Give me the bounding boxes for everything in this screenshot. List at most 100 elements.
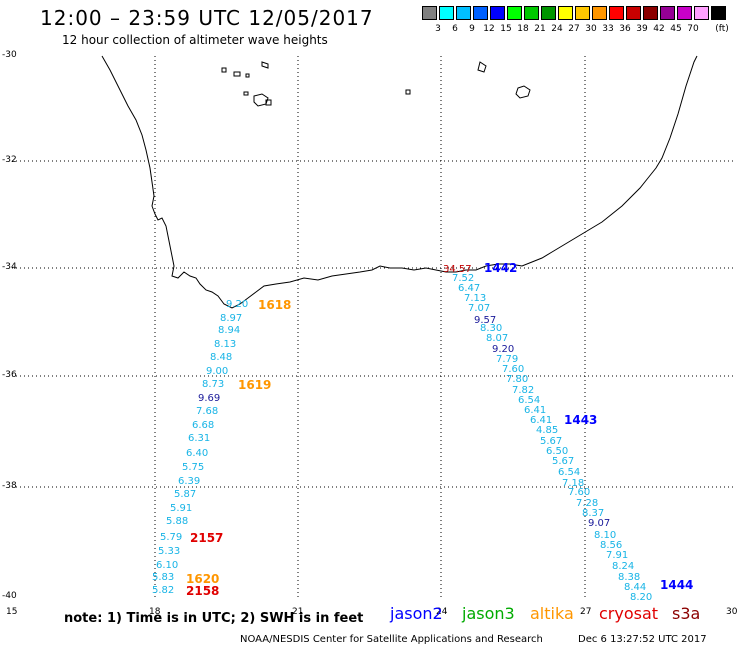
legend-label: 3 [435,24,441,34]
wave-height-value: 6.41 [524,405,546,416]
wave-height-value: 5.82 [152,585,174,596]
legend-swatch [507,6,522,20]
legend-label: 27 [568,24,580,34]
wave-height-value: 9.07 [588,518,610,529]
legend-swatch [711,6,726,20]
map-grid [12,56,735,600]
lat-label: -36 [2,370,17,380]
wave-height-value: 5.67 [552,456,574,467]
legend-swatch [456,6,471,20]
legend-label: 6 [452,24,458,34]
wave-height-value: 5.87 [174,489,196,500]
credit-text: NOAA/NESDIS Center for Satellite Applica… [240,634,543,645]
legend-label: 42 [653,24,665,34]
wave-height-value: 7.13 [464,293,486,304]
legend-swatch [677,6,692,20]
wave-height-value: 7.82 [512,385,534,396]
legend-swatch [694,6,709,20]
wave-height-value: 8.44 [624,582,646,593]
wave-height-value: 6.54 [518,395,540,406]
wave-height-value: 5.88 [166,516,188,527]
wave-height-value: 5.33 [158,546,180,557]
legend-label: 30 [585,24,597,34]
wave-height-value: 4.85 [536,425,558,436]
pass-time-label: 1618 [258,298,291,312]
legend-swatch [626,6,641,20]
wave-height-value: 8.56 [600,540,622,551]
lat-label: -32 [2,155,17,165]
wave-height-value: 5.67 [540,436,562,447]
wave-height-value: 34.57 [443,264,472,275]
satellite-name: jason3 [462,604,515,623]
legend-label: 24 [551,24,563,34]
lat-label: -40 [2,591,17,601]
pass-time-label: 2158 [186,584,219,598]
lon-label: 27 [580,607,591,617]
legend-swatch [524,6,539,20]
wave-height-value: 8.24 [612,561,634,572]
wave-height-value: 7.07 [468,303,490,314]
wave-height-value: 7.52 [452,273,474,284]
wave-height-value: 6.39 [178,476,200,487]
wave-height-value: 7.91 [606,550,628,561]
legend-label: 15 [500,24,512,34]
pass-time-label: 1444 [660,578,693,592]
legend-label: 12 [483,24,495,34]
wave-height-value: 9.00 [206,366,228,377]
wave-height-value: 7.28 [576,498,598,509]
wave-height-value: 5.79 [160,532,182,543]
wave-height-value: 9.20 [226,299,248,310]
wave-height-value: 6.10 [156,560,178,571]
legend-swatch [592,6,607,20]
wave-height-value: 8.48 [210,352,232,363]
crozet-islands [405,61,531,99]
wave-height-value: 8.73 [202,379,224,390]
wave-height-value: 6.47 [458,283,480,294]
wave-height-value: 9.57 [474,315,496,326]
timestamp: Dec 6 13:27:52 UTC 2017 [578,634,707,645]
legend-label: 9 [469,24,475,34]
legend-swatch [660,6,675,20]
wave-height-value: 8.07 [486,333,508,344]
wave-height-value: 7.60 [502,364,524,375]
pass-time-label: 1442 [484,261,517,275]
legend-swatch [541,6,556,20]
wave-height-value: 8.37 [582,508,604,519]
legend-unit: (ft) [715,24,729,34]
wave-height-value: 8.38 [618,572,640,583]
wave-height-value: 8.97 [220,313,242,324]
wave-height-value: 8.10 [594,530,616,541]
wave-height-value: 5.83 [152,572,174,583]
pass-time-label: 2157 [190,531,223,545]
wave-height-value: 8.30 [480,323,502,334]
satellite-name: altika [530,604,574,623]
lat-label: -34 [2,262,17,272]
marion-islands [221,61,272,107]
lon-label: 21 [292,607,303,617]
legend-label: 39 [636,24,648,34]
lat-label: -30 [2,50,17,60]
pass-time-label: 1620 [186,572,219,586]
lon-label: 30 [726,607,738,617]
lat-label: -38 [2,481,17,491]
wave-height-value: 6.54 [558,467,580,478]
legend-swatch [439,6,454,20]
wave-height-value: 6.50 [546,446,568,457]
wave-height-value: 7.68 [196,406,218,417]
legend-swatch [473,6,488,20]
wave-height-value: 8.94 [218,325,240,336]
lon-label: 18 [149,607,161,617]
wave-height-value: 9.69 [198,393,220,404]
lon-label: 15 [6,607,17,617]
wave-height-value: 8.13 [214,339,236,350]
wave-height-value: 7.80 [506,374,528,385]
africa-coastline [101,55,698,309]
wave-height-value: 5.91 [170,503,192,514]
satellite-name: jason2 [390,604,443,623]
legend-swatch [609,6,624,20]
wave-height-value: 6.68 [192,420,214,431]
legend-label: 70 [687,24,699,34]
legend-label: 45 [670,24,682,34]
legend-label: 18 [517,24,529,34]
